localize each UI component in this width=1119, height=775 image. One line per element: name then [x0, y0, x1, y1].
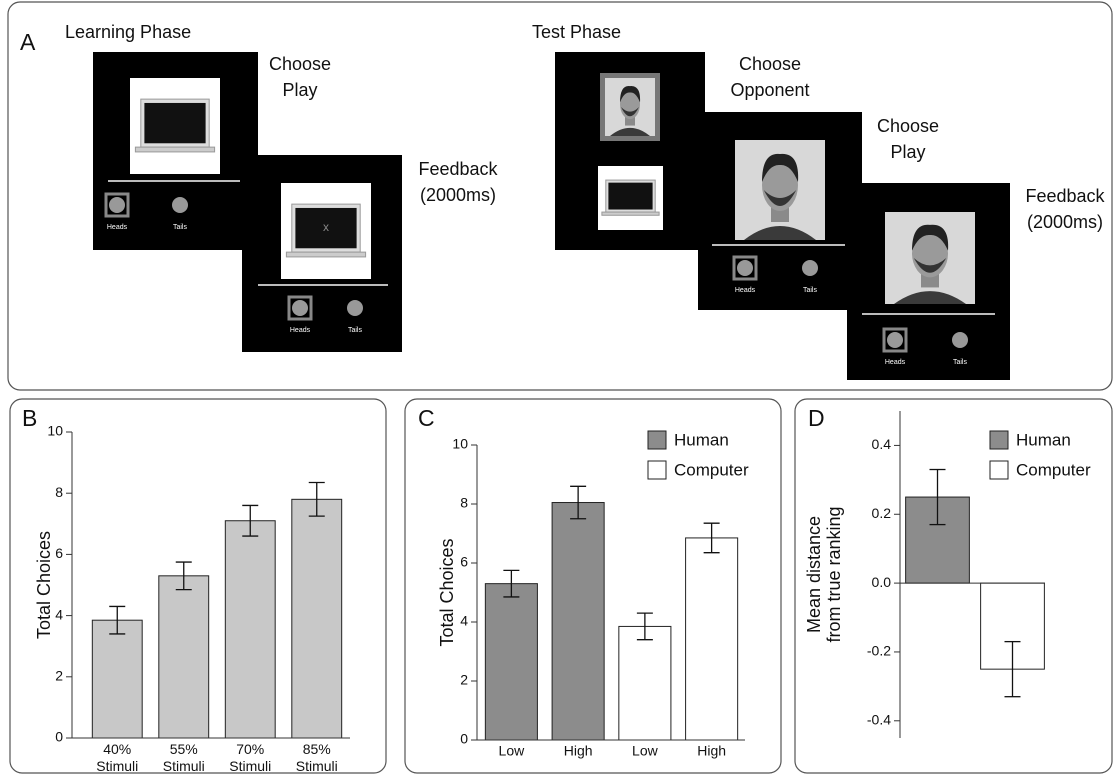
response-label: Heads [735, 287, 756, 294]
legend-swatch [648, 431, 666, 449]
figure: A Learning Phase Test Phase Heads Tails x H… [0, 0, 1119, 775]
coin [292, 300, 308, 316]
coin [887, 332, 903, 348]
phase-title: Learning Phase [65, 22, 191, 42]
y-axis-label: Total Choices [34, 531, 54, 639]
panel-letter: C [418, 405, 435, 431]
response-label: Heads [885, 359, 906, 366]
y-tick-label: 4 [460, 613, 468, 629]
y-tick-label: 0 [460, 731, 468, 747]
y-tick-label: 0 [55, 729, 63, 745]
laptop-screen [608, 183, 652, 210]
panel-letter: B [22, 405, 37, 431]
legend-swatch [990, 431, 1008, 449]
bar [485, 584, 537, 740]
legend-label: Human [674, 430, 729, 449]
bar [292, 499, 342, 738]
response-label: Heads [107, 224, 128, 231]
step-label: Feedback [418, 159, 498, 179]
step-label: Opponent [730, 80, 809, 100]
y-axis-label: Total Choices [437, 538, 457, 646]
panel-letter: D [808, 405, 825, 431]
y-tick-label: -0.2 [867, 643, 891, 659]
y-tick-label: 8 [55, 484, 63, 500]
x-tick-label: 40%Stimuli [96, 741, 138, 774]
response-label: Tails [173, 224, 188, 231]
step-label: Choose [269, 54, 331, 74]
feedback-mark: x [323, 220, 329, 234]
step-label: (2000ms) [420, 185, 496, 205]
y-tick-label: 10 [47, 423, 63, 439]
bar [552, 503, 604, 740]
laptop-base [602, 212, 659, 215]
coin [109, 197, 125, 213]
coin [802, 260, 818, 276]
legend-label: Computer [1016, 460, 1091, 479]
y-axis-label: Mean distance [804, 516, 824, 633]
x-tick-label: 55%Stimuli [163, 741, 205, 774]
y-tick-label: 8 [460, 495, 468, 511]
step-label: Feedback [1025, 186, 1105, 206]
step-label: Play [282, 80, 317, 100]
step-label: (2000ms) [1027, 212, 1103, 232]
laptop-base [135, 147, 214, 152]
laptop-base [286, 252, 365, 257]
y-tick-label: 10 [452, 436, 468, 452]
coin [737, 260, 753, 276]
bar [92, 620, 142, 738]
x-tick-label: High [697, 743, 726, 759]
coin [952, 332, 968, 348]
y-tick-label: -0.4 [867, 711, 891, 727]
legend-swatch [648, 461, 666, 479]
bar [159, 576, 209, 738]
y-axis-label: from true ranking [824, 506, 844, 642]
legend-label: Computer [674, 460, 749, 479]
y-tick-label: 0.2 [872, 505, 892, 521]
laptop-screen [144, 103, 205, 143]
y-tick-label: 2 [55, 668, 63, 684]
y-tick-label: 2 [460, 672, 468, 688]
legend-swatch [990, 461, 1008, 479]
coin [347, 300, 363, 316]
bar [686, 538, 738, 740]
y-tick-label: 6 [55, 545, 63, 561]
x-tick-label: 70%Stimuli [229, 741, 271, 774]
response-label: Tails [348, 327, 363, 334]
step-label: Choose [877, 116, 939, 136]
bar [619, 626, 671, 740]
y-tick-label: 4 [55, 606, 63, 622]
y-tick-label: 6 [460, 554, 468, 570]
step-label: Play [890, 142, 925, 162]
phase-title: Test Phase [532, 22, 621, 42]
response-label: Heads [290, 327, 311, 334]
response-label: Tails [953, 359, 968, 366]
x-tick-label: 85%Stimuli [296, 741, 338, 774]
x-tick-label: Low [632, 743, 659, 759]
x-tick-label: High [564, 743, 593, 759]
legend-label: Human [1016, 430, 1071, 449]
coin [172, 197, 188, 213]
step-label: Choose [739, 54, 801, 74]
panel-letter: A [20, 29, 36, 55]
y-tick-label: 0.0 [872, 574, 892, 590]
bar [225, 521, 275, 738]
x-tick-label: Low [499, 743, 526, 759]
y-tick-label: 0.4 [872, 436, 892, 452]
response-label: Tails [803, 287, 818, 294]
